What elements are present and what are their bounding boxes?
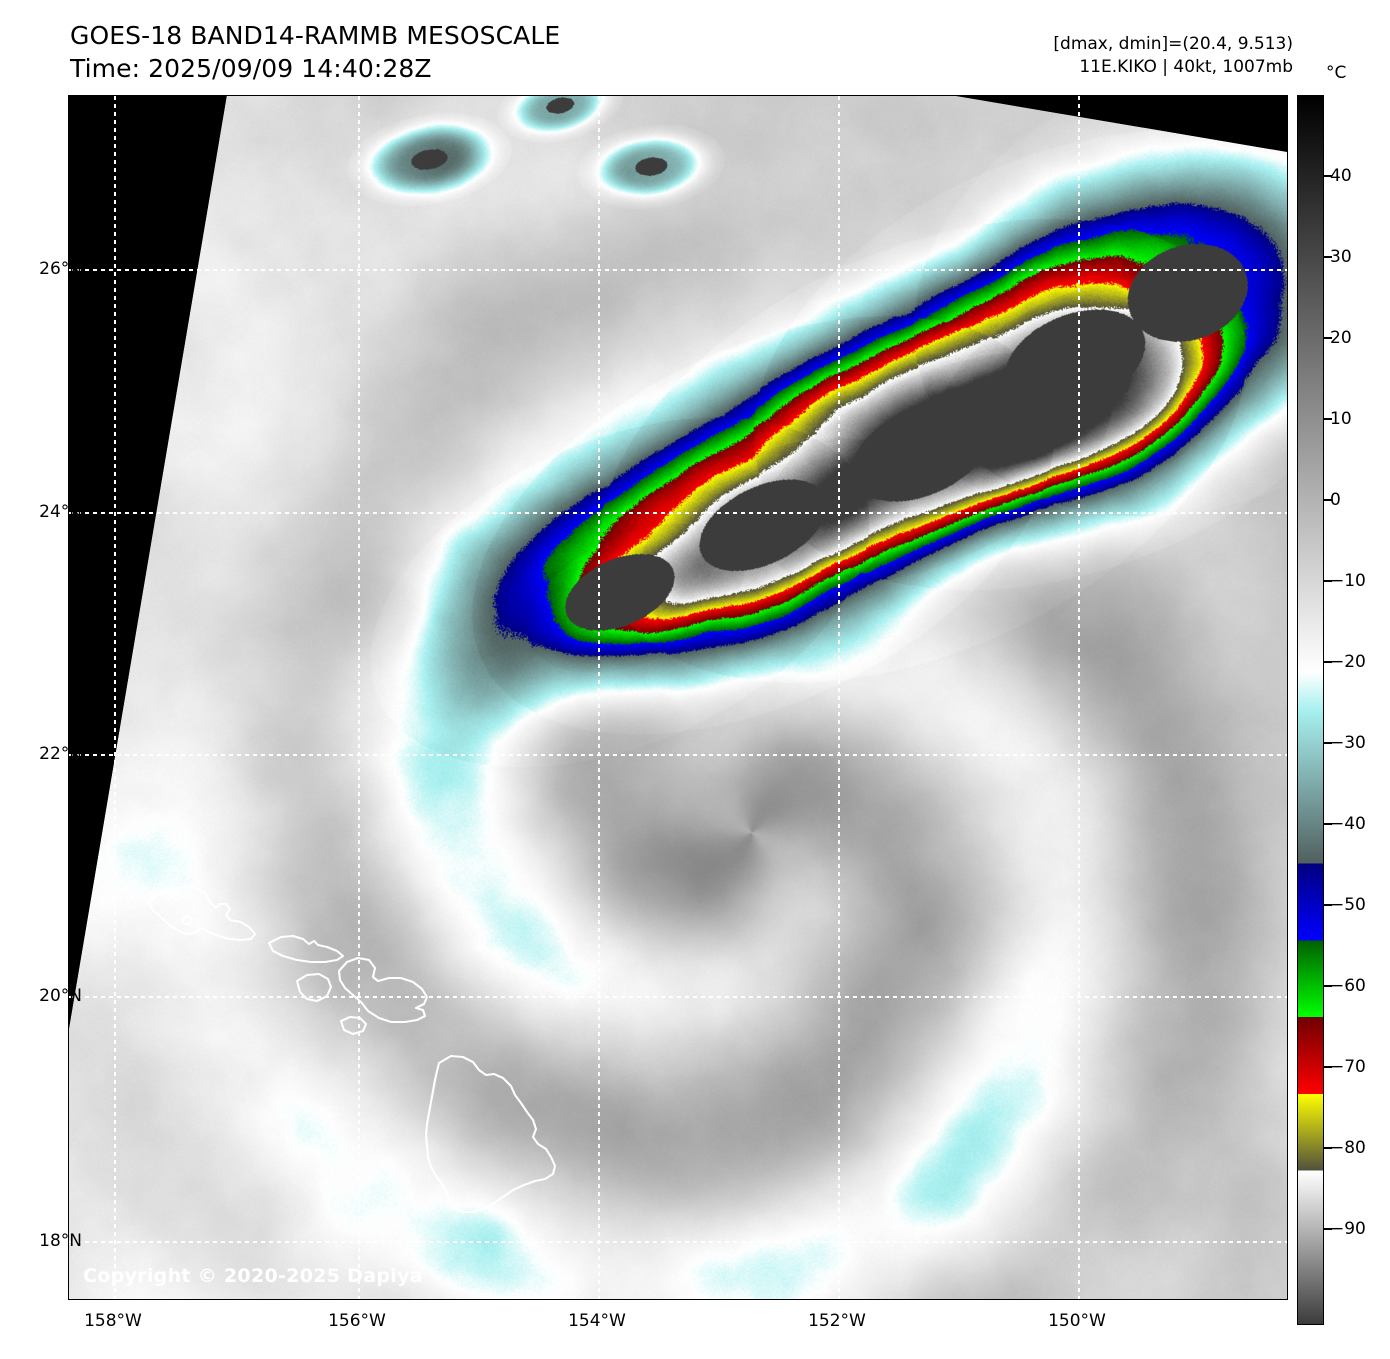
timestamp-label: Time: 2025/09/09 14:40:28Z bbox=[70, 53, 560, 86]
copyright-label: Copyright © 2020-2025 Dapiya bbox=[83, 1265, 423, 1287]
ytick-label-26n: 26°N bbox=[39, 259, 82, 279]
gridline-lat-26 bbox=[69, 269, 1287, 271]
gridline-lat-20 bbox=[69, 996, 1287, 998]
gridline-lon-150 bbox=[1078, 96, 1080, 1299]
colorbar bbox=[1297, 95, 1324, 1325]
colorbar-tick-0: 0 bbox=[1330, 490, 1341, 510]
chart-title-block: GOES-18 BAND14-RAMMB MESOSCALE Time: 202… bbox=[70, 20, 560, 85]
ytick-label-22n: 22°N bbox=[39, 744, 82, 764]
colorbar-tick-m70: −70 bbox=[1330, 1057, 1366, 1077]
satellite-image-plot: Copyright © 2020-2025 Dapiya bbox=[68, 95, 1288, 1300]
colorbar-tick-20: 20 bbox=[1330, 328, 1352, 348]
colorbar-tick-30: 30 bbox=[1330, 247, 1352, 267]
metadata-block: [dmax, dmin]=(20.4, 9.513) 11E.KIKO | 40… bbox=[1053, 33, 1293, 79]
colorbar-tick-m50: −50 bbox=[1330, 895, 1366, 915]
gridline-lat-22 bbox=[69, 754, 1287, 756]
data-range-label: [dmax, dmin]=(20.4, 9.513) bbox=[1053, 33, 1293, 56]
ytick-label-18n: 18°N bbox=[39, 1231, 82, 1251]
coastline-overlay bbox=[69, 96, 1287, 1299]
colorbar-tick-40: 40 bbox=[1330, 166, 1352, 186]
storm-info-label: 11E.KIKO | 40kt, 1007mb bbox=[1053, 56, 1293, 79]
colorbar-unit-label: °C bbox=[1326, 63, 1346, 83]
gridline-lon-156 bbox=[358, 96, 360, 1299]
colorbar-tick-m90: −90 bbox=[1330, 1219, 1366, 1239]
xtick-label-150w: 150°W bbox=[1037, 1311, 1117, 1331]
ytick-label-24n: 24°N bbox=[39, 502, 82, 522]
xtick-label-156w: 156°W bbox=[317, 1311, 397, 1331]
xtick-label-152w: 152°W bbox=[797, 1311, 877, 1331]
colorbar-gradient bbox=[1298, 96, 1323, 1324]
colorbar-tick-m80: −80 bbox=[1330, 1138, 1366, 1158]
gridline-lon-154 bbox=[598, 96, 600, 1299]
colorbar-tick-m40: −40 bbox=[1330, 814, 1366, 834]
plot-inner: Copyright © 2020-2025 Dapiya bbox=[69, 96, 1287, 1299]
colorbar-tick-10: 10 bbox=[1330, 409, 1352, 429]
ytick-label-20n: 20°N bbox=[39, 986, 82, 1006]
xtick-label-158w: 158°W bbox=[73, 1311, 153, 1331]
colorbar-tick-m10: −10 bbox=[1330, 571, 1366, 591]
page-title: GOES-18 BAND14-RAMMB MESOSCALE bbox=[70, 20, 560, 53]
xtick-label-154w: 154°W bbox=[557, 1311, 637, 1331]
gridline-lat-24 bbox=[69, 512, 1287, 514]
gridline-lat-18 bbox=[69, 1241, 1287, 1243]
gridline-lon-158 bbox=[114, 96, 116, 1299]
colorbar-tick-m60: −60 bbox=[1330, 976, 1366, 996]
colorbar-tick-m20: −20 bbox=[1330, 652, 1366, 672]
colorbar-tick-m30: −30 bbox=[1330, 733, 1366, 753]
gridline-lon-152 bbox=[838, 96, 840, 1299]
